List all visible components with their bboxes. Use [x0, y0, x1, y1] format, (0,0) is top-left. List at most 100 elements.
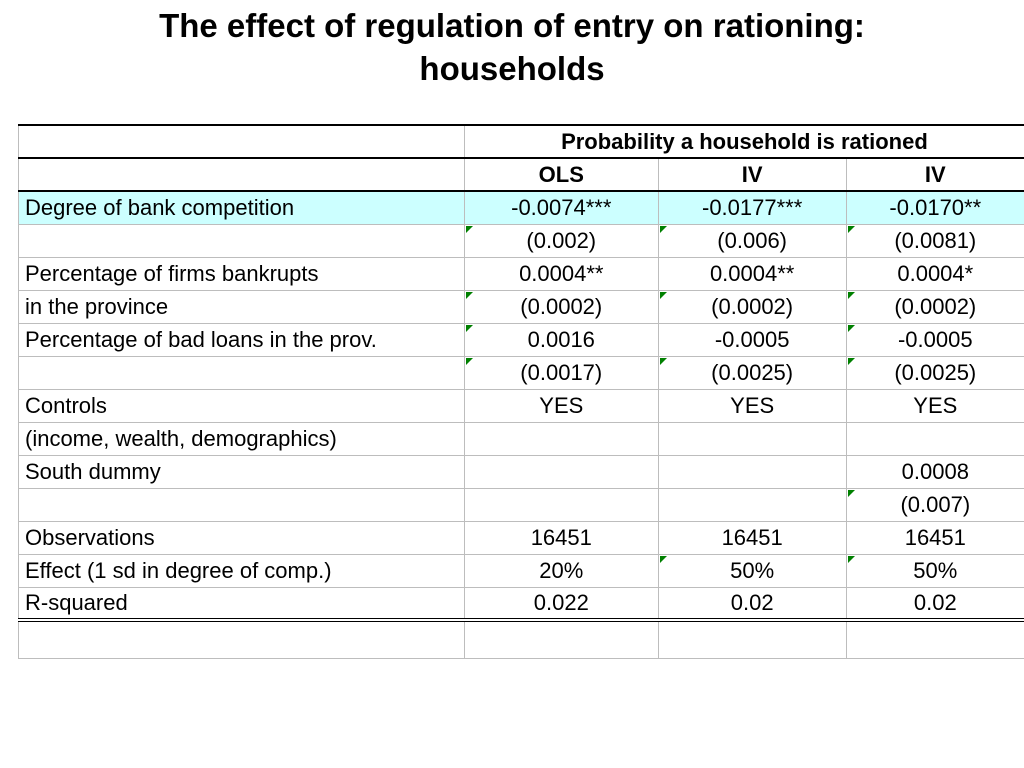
empty-cell: [463, 619, 659, 659]
row-label: Degree of bank competition: [18, 190, 465, 225]
table-cell: 0.0004**: [463, 256, 659, 291]
table-cell: YES: [657, 388, 847, 423]
table-cell: [463, 487, 659, 522]
table-cell: 16451: [657, 520, 847, 555]
cell-marker-icon: [465, 357, 473, 365]
table-cell: -0.0005: [657, 322, 847, 357]
column-header: IV: [657, 157, 847, 192]
row-label: R-squared: [18, 586, 465, 622]
table-cell: -0.0005: [845, 322, 1024, 357]
header-row-group: Probability a household is rationed: [18, 124, 1024, 159]
table-cell: YES: [463, 388, 659, 423]
row-label: Controls: [18, 388, 465, 423]
table-cell: [657, 454, 847, 489]
header-empty-cell: [18, 157, 465, 192]
empty-cell: [18, 619, 465, 659]
table-cell: (0.0025): [845, 355, 1024, 390]
table-cell: (0.0002): [463, 289, 659, 324]
column-header: IV: [845, 157, 1024, 192]
cell-value: 50%: [913, 557, 958, 583]
row-label: [18, 355, 465, 390]
header-group-label: Probability a household is rationed: [463, 124, 1024, 159]
row-label: Percentage of firms bankrupts: [18, 256, 465, 291]
row-label: in the province: [18, 289, 465, 324]
table-cell: [463, 421, 659, 456]
table-cell: 0.022: [463, 586, 659, 622]
cell-marker-icon: [847, 489, 855, 497]
cell-marker-icon: [847, 291, 855, 299]
empty-cell: [845, 619, 1024, 659]
table-cell: (0.002): [463, 223, 659, 258]
table-cell: -0.0170**: [845, 190, 1024, 225]
table-cell: 0.0004**: [657, 256, 847, 291]
cell-value: -0.0005: [897, 326, 973, 352]
table-row: Percentage of firms bankrupts 0.0004** 0…: [18, 256, 1024, 291]
table-cell: 50%: [845, 553, 1024, 588]
cell-value: (0.007): [900, 491, 971, 517]
table-row: South dummy 0.0008: [18, 454, 1024, 489]
cell-value: (0.0002): [711, 293, 794, 319]
empty-cell: [657, 619, 847, 659]
table-cell: 0.0004*: [845, 256, 1024, 291]
cell-value: 50%: [730, 557, 775, 583]
table-cell: (0.0025): [657, 355, 847, 390]
table-row: (0.002) (0.006) (0.0081): [18, 223, 1024, 258]
table-cell: (0.0017): [463, 355, 659, 390]
table-row: Controls YES YES YES: [18, 388, 1024, 423]
cell-marker-icon: [847, 555, 855, 563]
table-cell: 20%: [463, 553, 659, 588]
row-label: South dummy: [18, 454, 465, 489]
column-header: OLS: [463, 157, 659, 192]
table-cell: -0.0074***: [463, 190, 659, 225]
table-cell: 0.02: [845, 586, 1024, 622]
table-row: (0.0017) (0.0025) (0.0025): [18, 355, 1024, 390]
title-line-2: households: [419, 50, 605, 87]
table-row: Effect (1 sd in degree of comp.) 20% 50%…: [18, 553, 1024, 588]
table-cell: [845, 421, 1024, 456]
table-cell: 16451: [463, 520, 659, 555]
row-label: Percentage of bad loans in the prov.: [18, 322, 465, 357]
row-label: [18, 223, 465, 258]
table-cell: [657, 487, 847, 522]
table-cell: 50%: [657, 553, 847, 588]
table-row: Observations 16451 16451 16451: [18, 520, 1024, 555]
table-row: (income, wealth, demographics): [18, 421, 1024, 456]
table-row: (0.007): [18, 487, 1024, 522]
cell-marker-icon: [659, 225, 667, 233]
header-empty-cell: [18, 124, 465, 159]
cell-value: 0.0016: [527, 326, 595, 352]
cell-marker-icon: [659, 555, 667, 563]
table-row: Percentage of bad loans in the prov. 0.0…: [18, 322, 1024, 357]
table-row: Degree of bank competition -0.0074*** -0…: [18, 190, 1024, 225]
header-row-columns: OLS IV IV: [18, 157, 1024, 192]
table-cell: (0.007): [845, 487, 1024, 522]
slide-title: The effect of regulation of entry on rat…: [0, 4, 1024, 90]
cell-marker-icon: [659, 291, 667, 299]
table-row: R-squared 0.022 0.02 0.02: [18, 586, 1024, 622]
table-cell: 0.0016: [463, 322, 659, 357]
cell-marker-icon: [847, 357, 855, 365]
cell-marker-icon: [847, 225, 855, 233]
table-cell: 0.0008: [845, 454, 1024, 489]
table-cell: -0.0177***: [657, 190, 847, 225]
table-cell: 16451: [845, 520, 1024, 555]
cell-marker-icon: [465, 324, 473, 332]
cell-value: (0.0081): [894, 227, 977, 253]
table-cell: [463, 454, 659, 489]
cell-marker-icon: [465, 225, 473, 233]
row-label: [18, 487, 465, 522]
table-cell: (0.0002): [657, 289, 847, 324]
table-cell: (0.0081): [845, 223, 1024, 258]
cell-value: (0.0002): [894, 293, 977, 319]
cell-value: (0.0002): [520, 293, 603, 319]
table-row: in the province (0.0002) (0.0002) (0.000…: [18, 289, 1024, 324]
cell-value: (0.006): [717, 227, 788, 253]
cell-marker-icon: [659, 357, 667, 365]
title-line-1: The effect of regulation of entry on rat…: [159, 7, 865, 44]
table-cell: (0.0002): [845, 289, 1024, 324]
row-label: (income, wealth, demographics): [18, 421, 465, 456]
cell-value: (0.002): [526, 227, 597, 253]
cell-value: (0.0017): [520, 359, 603, 385]
regression-table: Probability a household is rationed OLS …: [18, 124, 1024, 659]
empty-row: [18, 619, 1024, 659]
